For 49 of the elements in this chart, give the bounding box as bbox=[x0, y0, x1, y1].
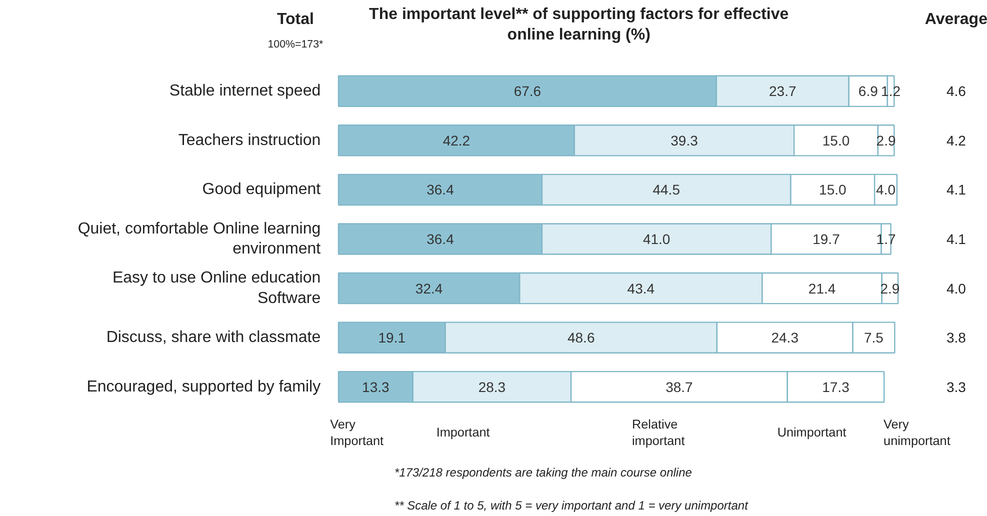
data-label: 48.6 bbox=[567, 330, 595, 346]
data-label: 19.1 bbox=[378, 330, 406, 346]
text: ** Scale of 1 to 5, with 5 = very important and 1 = very unimportant bbox=[394, 498, 749, 513]
text: Average bbox=[924, 11, 987, 28]
text: 4.1 bbox=[946, 231, 966, 247]
data-label: 32.4 bbox=[415, 280, 443, 296]
data-label: 4.0 bbox=[876, 182, 896, 198]
y-tick-label: Discuss, share with classmate bbox=[106, 329, 321, 346]
data-label: 19.7 bbox=[812, 231, 840, 247]
data-label: 44.5 bbox=[652, 182, 680, 198]
text: *173/218 respondents are taking the main course online bbox=[394, 466, 692, 480]
text: Total bbox=[276, 11, 314, 28]
y-tick-label: Stable internet speed bbox=[169, 82, 321, 100]
y-tick-label: Encouraged, supported by family bbox=[86, 378, 321, 396]
text: 4.6 bbox=[946, 83, 966, 100]
text: 100%=173* bbox=[268, 38, 324, 50]
text: Relative important bbox=[632, 417, 686, 448]
data-label: 38.7 bbox=[666, 378, 694, 395]
data-label: 36.4 bbox=[426, 182, 454, 198]
data-label: 13.3 bbox=[362, 378, 390, 395]
text: 3.8 bbox=[946, 330, 966, 346]
text: 4.0 bbox=[946, 280, 966, 296]
text: Very unimportant bbox=[884, 417, 951, 448]
y-tick-label: Easy to use Online education Software bbox=[112, 270, 321, 307]
text: Very Important bbox=[330, 417, 384, 448]
text: 4.1 bbox=[946, 182, 966, 198]
text: 3.3 bbox=[946, 378, 966, 395]
data-label: 17.3 bbox=[822, 378, 850, 395]
data-label: 7.5 bbox=[864, 330, 884, 346]
y-tick-label: Good equipment bbox=[202, 181, 322, 198]
data-label: 6.9 bbox=[858, 83, 878, 100]
data-label: 28.3 bbox=[478, 378, 506, 395]
text: Important bbox=[436, 426, 490, 440]
text: Unimportant bbox=[777, 426, 847, 440]
data-label: 36.4 bbox=[426, 231, 454, 247]
data-label: 15.0 bbox=[822, 132, 850, 148]
data-label: 42.2 bbox=[442, 132, 470, 148]
chart-title: The important level** of supporting factors for effective online learning (%) bbox=[369, 6, 789, 44]
data-label: 39.3 bbox=[670, 132, 698, 148]
data-label: 67.6 bbox=[514, 83, 542, 100]
text: 4.2 bbox=[946, 132, 966, 148]
data-label: 43.4 bbox=[627, 280, 655, 296]
data-label: 23.7 bbox=[769, 83, 796, 100]
y-tick-label: Quiet, comfortable Online learning environment bbox=[78, 220, 322, 258]
data-label: 21.4 bbox=[808, 280, 836, 296]
data-label: 41.0 bbox=[642, 231, 670, 247]
data-label: 15.0 bbox=[819, 182, 846, 198]
data-label: 24.3 bbox=[771, 330, 799, 346]
y-tick-label: Teachers instruction bbox=[178, 132, 321, 149]
